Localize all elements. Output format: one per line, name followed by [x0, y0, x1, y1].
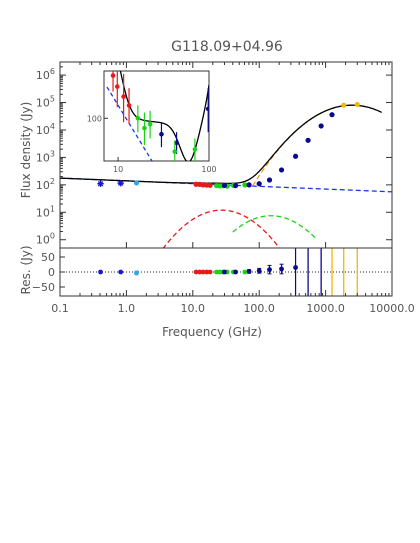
- residual-point: [279, 266, 284, 272]
- data-point-star: [97, 180, 104, 187]
- inset-x-tick-label: 100: [201, 165, 216, 174]
- y-tick-base: 10: [36, 234, 50, 247]
- data-point: [207, 182, 213, 188]
- inset-data-point: [135, 115, 141, 121]
- data-point: [232, 182, 239, 189]
- inset-data-point: [192, 147, 198, 152]
- data-point: [266, 177, 273, 183]
- ame-curve: [162, 209, 281, 248]
- inset-y-tick-label: 100: [87, 114, 102, 123]
- y-tick-label: 102: [36, 177, 55, 192]
- data-point: [318, 123, 324, 129]
- y-tick-base: 10: [36, 124, 50, 137]
- residual-point: [267, 267, 272, 272]
- x-tick-label: 0.1: [51, 302, 69, 315]
- data-point-star: [117, 179, 124, 187]
- residual-point: [293, 265, 298, 270]
- res-y-tick-label: 50: [41, 251, 55, 264]
- y-tick-exponent: 0: [50, 232, 55, 241]
- inset-data-point: [114, 84, 120, 89]
- data-point: [341, 102, 347, 108]
- inset-data-point: [174, 140, 179, 146]
- y-tick-exponent: 6: [50, 67, 55, 76]
- y-tick-label: 104: [36, 122, 55, 137]
- chart-title: G118.09+04.96: [171, 39, 283, 55]
- y-tick-base: 10: [36, 206, 50, 219]
- inset-data-point: [110, 73, 116, 78]
- x-tick-label: 100.0: [243, 302, 275, 315]
- x-tick-label: 10000.0: [369, 302, 415, 315]
- residual-point: [204, 269, 210, 275]
- residual-point: [200, 269, 206, 275]
- residual-point: [222, 269, 227, 275]
- inset-data-point: [142, 125, 147, 131]
- residual-point: [256, 268, 262, 274]
- uchii-curve: [232, 215, 316, 239]
- residual-point: [118, 269, 124, 275]
- data-point: [256, 181, 262, 187]
- y-tick-label: 100: [36, 232, 55, 247]
- x-tick-label: 1000.0: [306, 302, 345, 315]
- inset-data-point: [147, 121, 153, 127]
- x-tick-label: 1.0: [118, 302, 136, 315]
- y-tick-label: 106: [36, 67, 55, 82]
- y-tick-base: 10: [36, 151, 50, 164]
- res-y-tick-label: 0: [48, 266, 55, 279]
- thermal-dust-curve: [252, 104, 366, 187]
- y-tick-base: 10: [36, 179, 50, 192]
- data-point: [305, 137, 311, 143]
- y-tick-exponent: 5: [50, 95, 55, 104]
- y-tick-exponent: 1: [50, 204, 55, 213]
- y-tick-exponent: 4: [50, 122, 55, 131]
- free-free-curve: [60, 177, 392, 193]
- y-tick-exponent: 2: [50, 177, 55, 186]
- inset-x-tick-label: 10: [113, 165, 123, 174]
- residual-point: [207, 269, 213, 275]
- res-y-tick-label: −50: [32, 281, 55, 294]
- residual-point: [193, 269, 199, 275]
- inset-data-point: [121, 94, 126, 99]
- data-point: [242, 182, 248, 188]
- y-tick-label: 101: [36, 204, 55, 219]
- residual-point: [134, 270, 139, 276]
- inset-total-model-curve: [119, 71, 209, 161]
- total-model-curve: [60, 104, 382, 185]
- y-axis-label: Flux density (Jy): [19, 102, 33, 199]
- y-tick-label: 105: [36, 95, 55, 110]
- data-point: [354, 101, 360, 108]
- residual-panel: 50 0 −50 0.1 1.0 10.0 100.0 1000.0 10000.0: [32, 247, 415, 315]
- data-point: [133, 180, 140, 186]
- inset-frame: [103, 70, 210, 162]
- data-point: [329, 112, 335, 118]
- x-tick-label: 10.0: [181, 302, 206, 315]
- residual-point: [98, 269, 103, 275]
- data-point: [292, 153, 299, 159]
- y-tick-base: 10: [36, 69, 50, 82]
- residual-point: [233, 269, 238, 275]
- data-point: [246, 182, 252, 188]
- y-tick-exponent: 3: [50, 149, 55, 158]
- data-point: [221, 182, 228, 189]
- residual-point: [242, 269, 248, 275]
- residual-axis-label: Res. (Jy): [19, 245, 33, 294]
- y-tick-base: 10: [36, 97, 50, 110]
- inset-data-point: [126, 103, 132, 108]
- residual-point: [197, 269, 203, 275]
- inset-data-point: [159, 131, 164, 137]
- inset-panel: 10 100 100: [87, 70, 217, 174]
- residual-point: [246, 269, 252, 274]
- inset-data-point: [172, 149, 178, 154]
- y-tick-label: 103: [36, 149, 55, 164]
- inset-data-point: [205, 106, 209, 112]
- data-point: [278, 167, 285, 173]
- data-point: [193, 181, 199, 187]
- x-axis-label: Frequency (GHz): [162, 325, 262, 339]
